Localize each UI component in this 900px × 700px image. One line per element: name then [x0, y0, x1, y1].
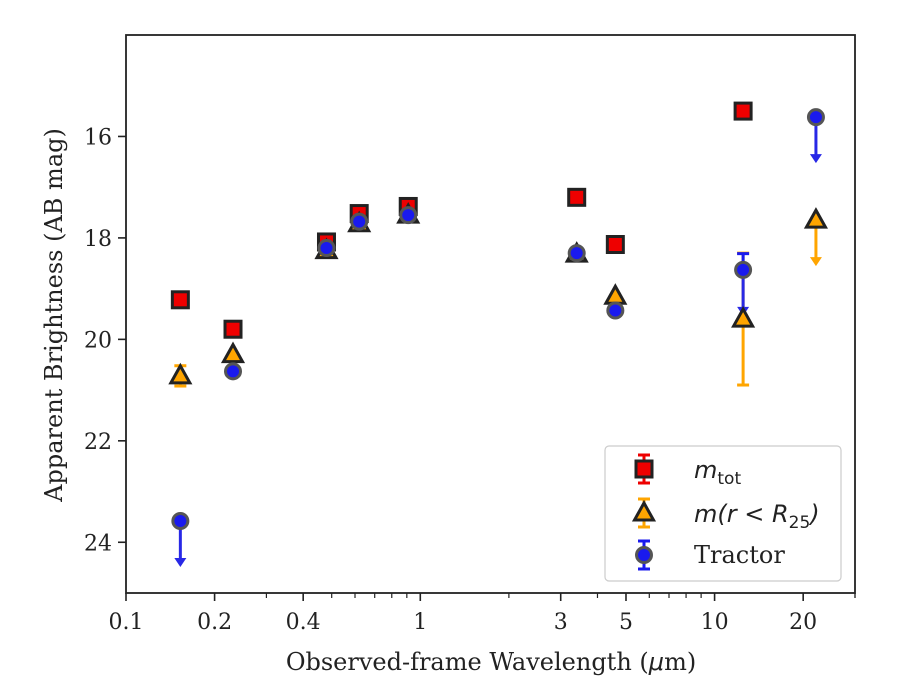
legend-box — [604, 445, 842, 582]
tractor-point — [224, 362, 243, 381]
tractor-point — [806, 108, 825, 127]
axis-ticks: 0.1 0.2 0.4 1 3 5 10 20 16 18 20 22 24 — [84, 125, 856, 635]
legend-mr25-marker — [631, 499, 657, 522]
legend-mtot-marker — [634, 459, 654, 479]
x-tick-label: 20 — [789, 610, 817, 635]
x-tick-label: 0.4 — [286, 610, 321, 635]
y-axis-label: Apparent Brightness (AB mag) — [40, 128, 68, 503]
mtot-point — [223, 319, 243, 339]
x-tick-label: 0.2 — [197, 610, 232, 635]
mr25-point — [603, 283, 628, 305]
x-tick-label: 3 — [554, 610, 568, 635]
tractor-point — [171, 511, 190, 530]
x-tick-label: 0.1 — [109, 610, 144, 635]
x-tick-label: 10 — [701, 610, 729, 635]
legend-label-tractor: Tractor — [694, 541, 785, 569]
legend-tractor-marker — [635, 546, 653, 564]
y-tick-label: 22 — [84, 430, 112, 455]
tractor-upper-limit-arrow-head — [809, 154, 822, 164]
x-axis-label: Observed-frame Wavelength (μm) — [286, 648, 696, 676]
tractor-point — [734, 260, 753, 279]
legend-symbols — [631, 453, 657, 571]
mr25-point — [220, 341, 246, 364]
y-tick-label: 18 — [84, 227, 112, 252]
x-tick-label: 5 — [619, 610, 633, 635]
mr25-point — [731, 305, 756, 328]
tractor-point — [606, 301, 625, 320]
mtot-point — [605, 235, 625, 255]
mr25-point — [168, 362, 193, 385]
legend-label-mr25: m(r < R25) — [694, 500, 820, 533]
tractor-upper-limit-arrow-head — [174, 557, 187, 567]
y-tick-label: 20 — [84, 328, 112, 353]
tractor-point — [399, 206, 418, 225]
mtot-point — [170, 290, 190, 310]
plot-area-border — [125, 34, 856, 594]
data-markers — [168, 101, 828, 530]
legend-label-mtot: mtot — [694, 456, 741, 489]
y-tick-label: 16 — [84, 125, 112, 150]
plot-frame — [125, 34, 856, 594]
tractor-point — [317, 239, 336, 258]
mtot-point — [733, 101, 753, 121]
legend: mtot m(r < R25) Tractor — [604, 445, 842, 582]
y-tick-label: 24 — [84, 531, 112, 556]
tractor-point — [567, 244, 586, 263]
mr25-point — [803, 207, 828, 229]
mtot-point — [567, 187, 587, 207]
tractor-point — [350, 212, 369, 231]
mr25-upper-limit-arrow-head — [809, 257, 822, 267]
x-tick-label: 1 — [413, 610, 427, 635]
